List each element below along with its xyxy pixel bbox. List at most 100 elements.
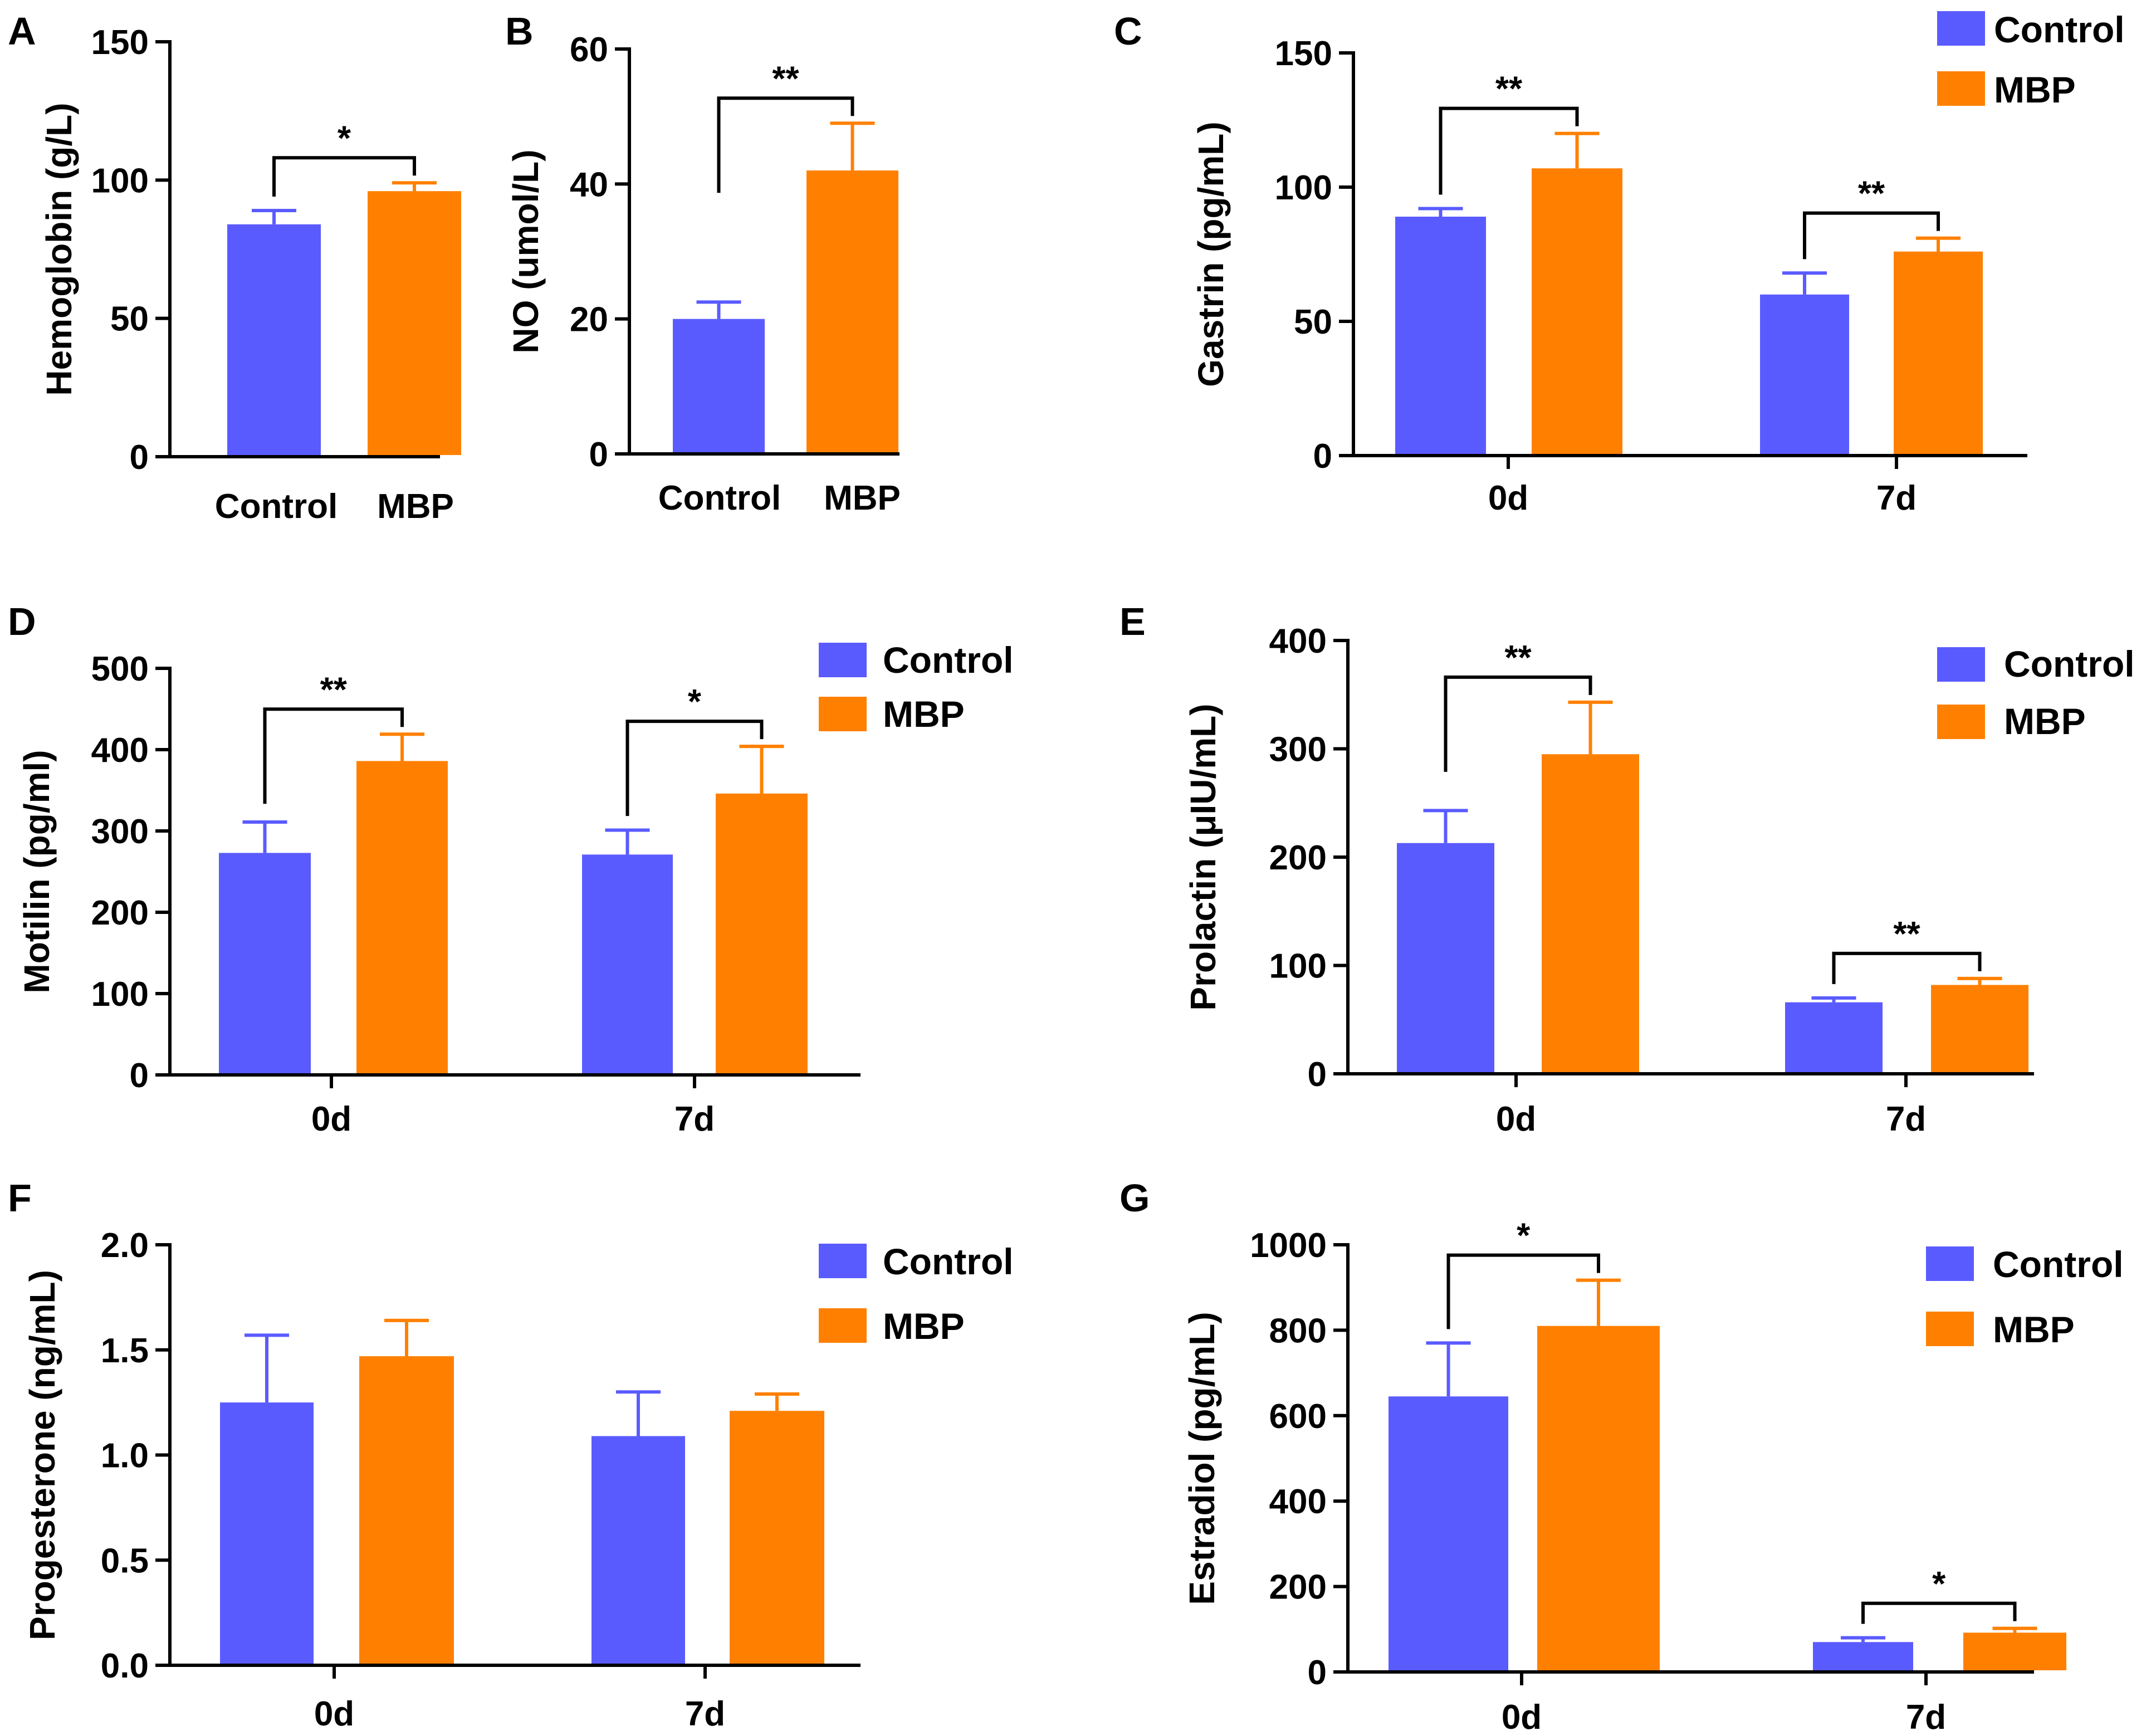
panel-letter-f: F xyxy=(8,1176,32,1220)
legend-swatch-mbp xyxy=(819,697,867,731)
y-tick-label-b: 40 xyxy=(570,165,608,204)
significance-bracket-c xyxy=(1439,106,1579,195)
legend-swatch-mbp xyxy=(1937,71,1985,106)
bar-f-control-bar-0d xyxy=(220,1402,314,1664)
y-tick-label-g: 800 xyxy=(1269,1312,1327,1350)
y-tick-label-f: 1.5 xyxy=(101,1332,149,1370)
bar-f-mbp-bar-7d xyxy=(730,1411,824,1664)
x-tick-label-b: Control xyxy=(658,479,781,517)
y-axis-label-c: Gastrin (pg/mL) xyxy=(1191,121,1231,387)
bar-g-mbp-bar-0d xyxy=(1537,1326,1660,1670)
x-tick-label-f: 7d xyxy=(685,1695,725,1733)
legend-swatch-control xyxy=(1926,1246,1974,1281)
bar-c-mbp-bar-7d xyxy=(1894,251,1983,454)
significance-bracket-b xyxy=(717,96,854,193)
significance-bracket-e xyxy=(1832,951,1982,984)
panel-b: B NO (umol/L) 0 20 40 60 Control MBP ** xyxy=(505,9,901,517)
x-tick-label-c: 0d xyxy=(1488,479,1528,517)
bar-g-mbp-bar-7d xyxy=(1963,1632,2066,1670)
panel-a: A Hemoglobin (g/L) 0 50 100 150 Control MBP * xyxy=(8,9,461,526)
bar-e-mbp-bar-7d xyxy=(1931,985,2028,1072)
legend-g: Control MBP xyxy=(1926,1244,2124,1350)
y-tick-label-d: 100 xyxy=(91,975,149,1014)
significance-label-c: ** xyxy=(1858,175,1885,213)
significance-bracket-a xyxy=(272,156,416,197)
legend-label-control: Control xyxy=(2004,643,2135,684)
panel-f: F Progesterone (ng/mL) 0.0 0.5 1.0 1.5 2.0 0d 7d… xyxy=(8,1176,1014,1733)
y-tick-label-f: 0.0 xyxy=(101,1647,149,1685)
bar-g-control-bar-7d xyxy=(1813,1642,1913,1670)
y-tick-label-e: 100 xyxy=(1269,947,1327,986)
legend-label-control: Control xyxy=(883,639,1014,681)
y-tick-label-a: 100 xyxy=(91,162,149,200)
y-axis-label-f: Progesterone (ng/mL) xyxy=(22,1270,62,1640)
y-tick-label-c: 50 xyxy=(1294,303,1332,341)
panel-letter-c: C xyxy=(1114,9,1142,53)
bar-d-mbp-bar-7d xyxy=(716,793,808,1073)
y-tick-label-a: 150 xyxy=(91,23,149,62)
legend-label-mbp: MBP xyxy=(1994,69,2076,110)
significance-bracket-e xyxy=(1444,675,1592,772)
legend-label-mbp: MBP xyxy=(883,693,965,735)
significance-label-e: ** xyxy=(1893,915,1920,953)
x-tick-label-a: Control xyxy=(215,487,338,526)
y-axis-label-g: Estradiol (pg/mL) xyxy=(1182,1312,1222,1605)
panel-c: C Gastrin (pg/mL) 0 50 100 150 0d 7d ** ** Control… xyxy=(1114,9,2125,517)
y-tick-label-c: 100 xyxy=(1275,169,1332,207)
legend-swatch-control xyxy=(1937,647,1985,682)
bar-b-mbp-bar xyxy=(806,170,898,452)
bar-c-control-bar-0d xyxy=(1395,217,1486,454)
y-tick-label-g: 600 xyxy=(1269,1397,1327,1436)
bar-c-control-bar-7d xyxy=(1760,294,1849,454)
bar-d-control-bar-0d xyxy=(219,853,311,1073)
panel-e: E Prolactin (μIU/mL) 0 100 200 300 400 0d 7d ** **… xyxy=(1120,600,2135,1138)
y-axis-label-e: Prolactin (μIU/mL) xyxy=(1183,703,1223,1010)
bar-f-mbp-bar-0d xyxy=(359,1356,454,1664)
panel-letter-a: A xyxy=(8,9,36,53)
y-tick-label-d: 200 xyxy=(91,894,149,932)
significance-bracket-g xyxy=(1446,1253,1600,1329)
y-tick-label-c: 0 xyxy=(1313,437,1332,476)
significance-bracket-c xyxy=(1803,211,1940,260)
significance-label-a: * xyxy=(338,119,351,158)
x-tick-label-e: 0d xyxy=(1496,1100,1536,1138)
x-tick-label-e: 7d xyxy=(1886,1100,1926,1138)
legend-label-mbp: MBP xyxy=(1993,1309,2075,1350)
bar-a-control-bar xyxy=(227,224,321,455)
y-tick-label-c: 150 xyxy=(1275,35,1332,73)
bar-d-mbp-bar-0d xyxy=(356,761,448,1073)
y-tick-label-a: 0 xyxy=(130,438,149,477)
y-tick-label-f: 1.0 xyxy=(101,1437,149,1475)
x-tick-label-d: 0d xyxy=(311,1100,351,1138)
bar-d-control-bar-7d xyxy=(582,854,673,1073)
panel-letter-d: D xyxy=(8,600,36,643)
y-tick-label-d: 400 xyxy=(91,731,149,770)
significance-bracket-g xyxy=(1861,1601,2017,1624)
bar-b-control-bar xyxy=(673,319,765,452)
legend-d: Control MBP xyxy=(819,639,1014,735)
y-tick-label-d: 500 xyxy=(91,650,149,688)
bar-g-control-bar-0d xyxy=(1389,1396,1508,1670)
panel-letter-b: B xyxy=(505,9,534,53)
x-tick-label-c: 7d xyxy=(1876,479,1917,517)
legend-label-mbp: MBP xyxy=(2004,701,2086,742)
bar-e-control-bar-0d xyxy=(1397,843,1494,1072)
legend-label-control: Control xyxy=(1994,9,2125,50)
y-tick-label-e: 200 xyxy=(1269,839,1327,877)
y-tick-label-e: 300 xyxy=(1269,731,1327,769)
bar-c-mbp-bar-0d xyxy=(1532,168,1622,454)
y-tick-label-e: 0 xyxy=(1308,1055,1327,1094)
y-tick-label-b: 0 xyxy=(589,436,608,474)
legend-swatch-mbp xyxy=(1937,705,1985,739)
significance-label-c: ** xyxy=(1495,70,1523,109)
y-tick-label-g: 1000 xyxy=(1250,1226,1327,1265)
y-axis-label-d: Motilin (pg/ml) xyxy=(17,750,57,993)
legend-label-control: Control xyxy=(883,1241,1014,1282)
panel-g: G Estradiol (pg/mL) 0 200 400 600 800 1000 0d 7d *… xyxy=(1120,1176,2124,1736)
y-tick-label-d: 0 xyxy=(130,1057,149,1095)
y-tick-label-g: 400 xyxy=(1269,1483,1327,1521)
panel-letter-g: G xyxy=(1120,1176,1150,1220)
significance-label-d: * xyxy=(688,683,702,721)
legend-swatch-control xyxy=(819,1244,867,1278)
